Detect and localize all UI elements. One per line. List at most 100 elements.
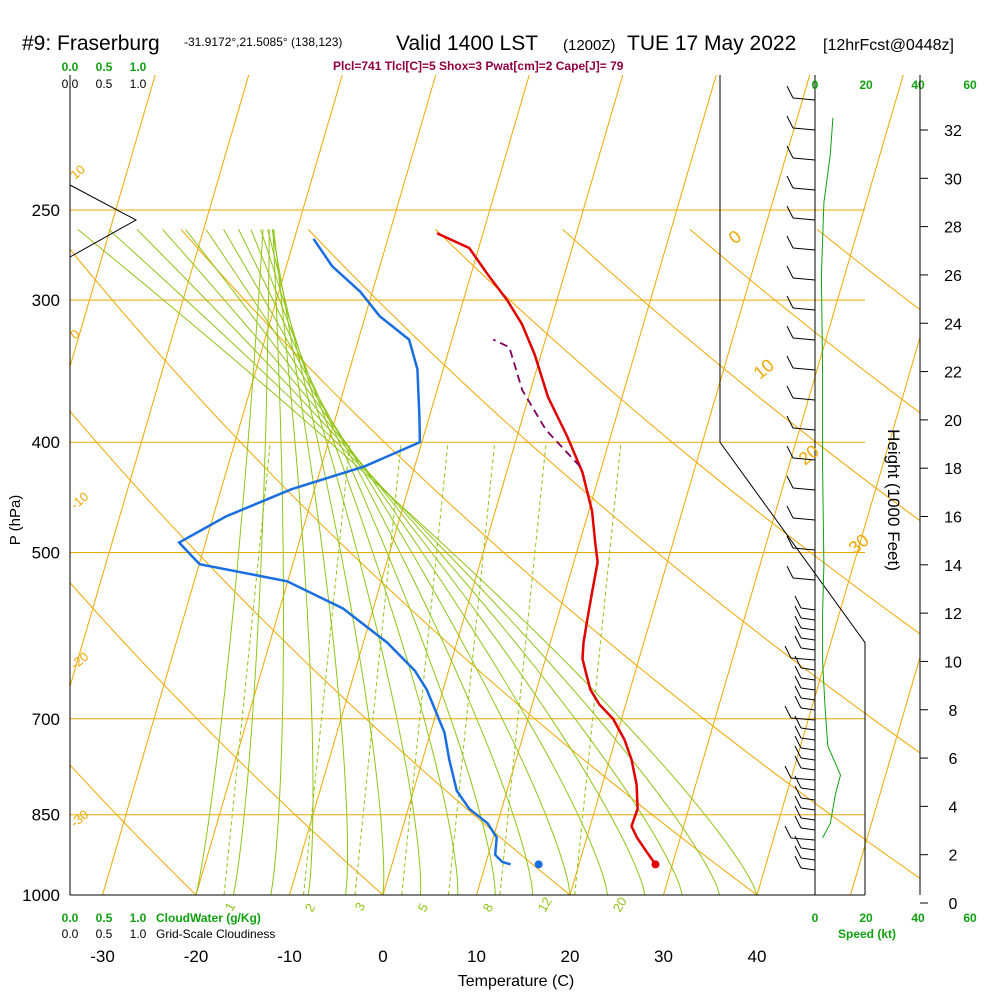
isotherm-line xyxy=(289,75,530,895)
top-cloudwater-tick: 0.5 xyxy=(96,60,113,74)
wind-barb xyxy=(800,847,816,851)
moist-adiabat-line xyxy=(223,229,534,895)
x-tick-label: 10 xyxy=(467,947,486,966)
mixing-ratio-label: 20 xyxy=(610,894,630,914)
wind-barb-feather xyxy=(784,825,792,839)
wind-barb-feather xyxy=(794,855,802,869)
dry-adiabat-line xyxy=(180,229,920,879)
top-speed-tick: 20 xyxy=(859,78,873,92)
dry-adiabat-line xyxy=(435,229,920,635)
wind-barb-feather xyxy=(794,805,802,819)
dry-adiabat-line xyxy=(816,229,920,311)
bottom-speed-tick: 40 xyxy=(911,911,925,925)
height-tick-label: 8 xyxy=(949,703,958,720)
top-speed-tick: 60 xyxy=(963,78,977,92)
height-tick-label: 30 xyxy=(944,171,962,188)
moist-adiabat-line xyxy=(267,229,385,895)
isotherm-line xyxy=(195,75,437,895)
bottom-cloudwater-tick: 1.0 xyxy=(130,911,147,925)
dry-adiabat-line xyxy=(70,248,758,895)
dry-adiabat-line xyxy=(70,410,571,895)
isotherm-line xyxy=(476,75,717,895)
height-tick-label: 24 xyxy=(944,316,962,333)
wind-barb xyxy=(800,677,816,681)
y-tick-label: 300 xyxy=(32,291,60,310)
wind-barb-feather xyxy=(794,685,802,699)
wind-speed-line xyxy=(820,117,842,839)
isotherm-label: 10 xyxy=(750,355,778,383)
height-tick-label: 16 xyxy=(944,510,962,527)
moist-adiabat-line xyxy=(195,229,264,895)
y-tick-label: 400 xyxy=(32,433,60,452)
wind-barb-feather xyxy=(794,625,802,639)
isotherm-line xyxy=(756,335,920,895)
cloud-marker xyxy=(69,184,138,258)
moist-adiabat-line xyxy=(273,229,314,895)
moist-adiabat-line xyxy=(77,229,758,895)
dry-adiabat-line xyxy=(70,764,197,895)
bottom-cloudiness-tick: 0.5 xyxy=(96,927,113,941)
wind-barb-feather xyxy=(794,785,802,799)
wind-barb-feather xyxy=(786,325,794,339)
moist-adiabat-line xyxy=(250,229,459,895)
wind-barb xyxy=(792,427,816,431)
isotherm-label: -10 xyxy=(67,489,91,513)
cloudiness-label: Grid-Scale Cloudiness xyxy=(156,927,275,941)
wind-barb-feather xyxy=(794,695,802,709)
temperature-line xyxy=(436,232,657,866)
wind-barb xyxy=(800,627,816,631)
bottom-speed-tick: 0 xyxy=(812,911,819,925)
isotherm-line xyxy=(70,75,250,689)
dewpoint-line xyxy=(177,238,511,866)
wind-barb-feather xyxy=(786,565,794,579)
wind-barb-feather xyxy=(786,145,794,159)
wind-barb xyxy=(792,187,816,191)
moist-adiabat-line xyxy=(270,229,284,895)
cloudwater-label: CloudWater (g/Kg) xyxy=(156,911,261,925)
wind-barb-feather xyxy=(786,175,794,189)
wind-barb xyxy=(800,757,816,761)
height-tick-label: 10 xyxy=(944,654,962,671)
wind-barb-feather xyxy=(786,85,794,99)
right-frame-lower xyxy=(719,441,866,895)
wind-barb xyxy=(790,717,816,721)
wind-barb-feather xyxy=(794,745,802,759)
wind-barb-feather xyxy=(794,655,802,669)
wind-barb-feather xyxy=(786,235,794,249)
mixing-ratio-line xyxy=(354,442,402,895)
moist-adiabat-line xyxy=(260,229,422,895)
x-tick-label: 30 xyxy=(654,947,673,966)
wind-barb-feather xyxy=(794,605,802,619)
wind-barb xyxy=(792,217,816,221)
isotherm-line xyxy=(102,75,343,895)
height-axis-label: Height (1000 Feet) xyxy=(884,429,903,571)
wind-barb-feather xyxy=(794,845,802,859)
mixing-ratio-line xyxy=(499,442,547,895)
chart-header: #9: Fraserburg -31.9172°,21.5085° (138,1… xyxy=(22,32,954,73)
y-tick-label: 1000 xyxy=(22,886,60,905)
y-axis-label: P (hPa) xyxy=(7,495,24,546)
top-cloudwater-tick: 1.0 xyxy=(130,60,147,74)
dry-adiabat-line xyxy=(307,229,920,754)
isotherm-line xyxy=(850,655,920,895)
wind-barb-feather xyxy=(794,815,802,829)
top-speed-tick: 40 xyxy=(911,78,925,92)
utc-time: (1200Z) xyxy=(563,37,616,54)
valid-date: TUE 17 May 2022 xyxy=(627,32,796,55)
wind-barb-feather xyxy=(794,835,802,849)
mixing-ratio-label: 12 xyxy=(535,894,555,914)
mixing-ratio-line xyxy=(303,442,351,895)
wind-barbs xyxy=(784,85,816,871)
wind-barb-feather xyxy=(794,715,802,729)
station-title: #9: Fraserburg xyxy=(22,32,160,55)
isotherm-line xyxy=(663,75,904,895)
mixing-ratio-line xyxy=(401,442,449,895)
indices-line: Plcl=741 Tlcl[C]=5 Shox=3 Pwat[cm]=2 Cap… xyxy=(333,59,624,73)
wind-barb xyxy=(792,367,816,371)
wind-barb xyxy=(800,697,816,701)
mixing-ratio-line xyxy=(447,442,496,895)
isotherm-label: -30 xyxy=(67,807,91,831)
isotherm-label: -20 xyxy=(67,649,91,673)
x-tick-label: -30 xyxy=(90,947,115,966)
